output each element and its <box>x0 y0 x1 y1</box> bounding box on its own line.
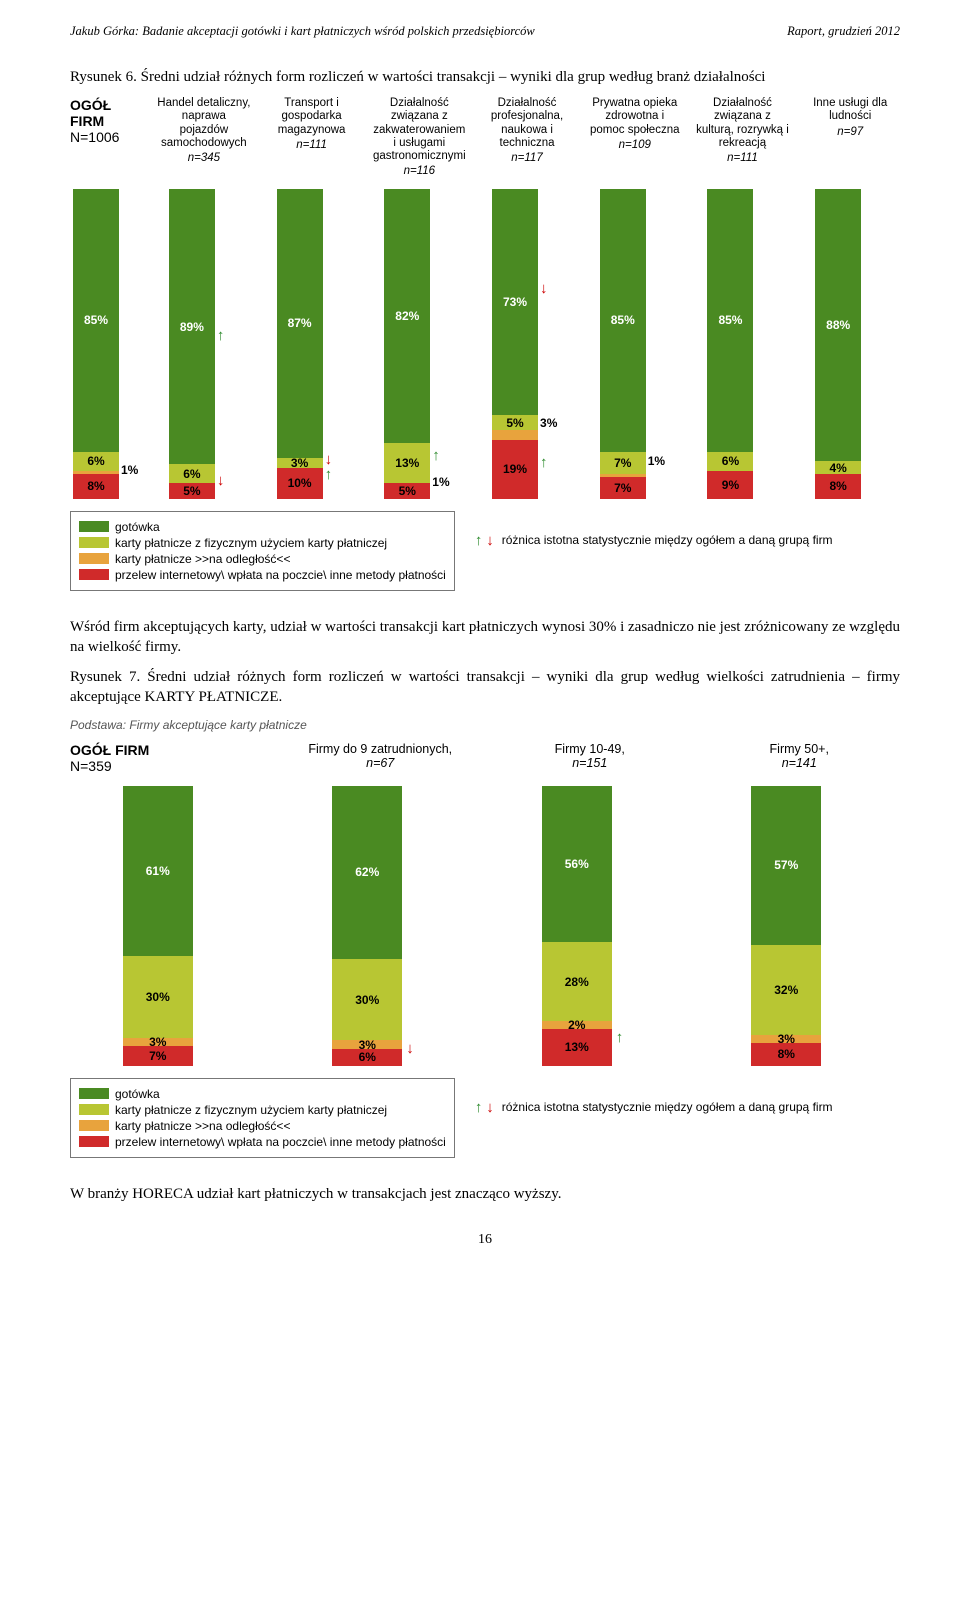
stacked-bar: 87%3%10% <box>277 189 323 499</box>
chart2-column-header: Firmy 10-49,n=151 <box>489 742 691 770</box>
stacked-bar: 88%4%8% <box>815 189 861 499</box>
legend-row: karty płatnicze z fizycznym użyciem kart… <box>79 1103 446 1117</box>
page-number: 16 <box>70 1232 900 1248</box>
legend-row: karty płatnicze z fizycznym użyciem kart… <box>79 536 446 550</box>
chart1-header: OGÓŁ FIRMN=1006Handel detaliczny, napraw… <box>70 97 900 178</box>
running-header: Jakub Górka: Badanie akceptacji gotówki … <box>70 24 900 39</box>
figure6-caption: Rysunek 6. Średni udział różnych form ro… <box>70 67 900 87</box>
chart2-header: OGÓŁ FIRMN=359Firmy do 9 zatrudnionych,n… <box>70 742 900 774</box>
stacked-bar: 56%28%2%13% <box>542 786 612 1066</box>
chart2-column-header: Firmy do 9 zatrudnionych,n=67 <box>280 742 482 770</box>
arrow-icons-2: ↑ ↓ <box>475 1100 494 1115</box>
legend-swatches-2: gotówka karty płatnicze z fizycznym użyci… <box>70 1078 455 1158</box>
legend-block: gotówka karty płatnicze z fizycznym użyci… <box>70 511 900 591</box>
legend-block-2: gotówka karty płatnicze z fizycznym użyci… <box>70 1078 900 1158</box>
stacked-bar: 82%13%5% <box>384 189 430 499</box>
mid-paragraph: Wśród firm akceptujących karty, udział w… <box>70 617 900 658</box>
stacked-bar: 62%30%3%6% <box>332 786 402 1066</box>
legend-note-2: ↑ ↓ różnica istotna statystycznie między… <box>475 1100 900 1115</box>
chart2-column-header: Firmy 50+,n=141 <box>699 742 901 770</box>
chart1-column-header: Inne usługi dla ludnościn=97 <box>800 97 900 139</box>
chart2-bars: 61%30%3%7%62%30%3%6%↓56%28%2%13%↑57%32%3… <box>70 786 900 1066</box>
legend-swatches: gotówka karty płatnicze z fizycznym użyci… <box>70 511 455 591</box>
chart1-column-header: Handel detaliczny, naprawa pojazdów samo… <box>154 97 254 165</box>
stacked-bar: 89%6%5% <box>169 189 215 499</box>
stacked-bar: 57%32%3%8% <box>751 786 821 1066</box>
chart1-column-header: Działalność związana z kulturą, rozrywką… <box>693 97 793 165</box>
stacked-bar: 85%6%8% <box>73 189 119 499</box>
stacked-bar: 61%30%3%7% <box>123 786 193 1066</box>
chart1-column-header: Transport i gospodarka magazynowan=111 <box>262 97 362 152</box>
chart1-column-header: Działalność profesjonalna, naukowa i tec… <box>477 97 577 165</box>
closing-paragraph: W branży HORECA udział kart płatniczych … <box>70 1184 900 1204</box>
header-left: Jakub Górka: Badanie akceptacji gotówki … <box>70 24 535 39</box>
chart1-column-header: Działalność związana z zakwaterowaniem i… <box>369 97 469 178</box>
stacked-bar: 73%5%19% <box>492 189 538 499</box>
chart1-column-header: Prywatna opieka zdrowotna i pomoc społec… <box>585 97 685 152</box>
legend-row: gotówka <box>79 1087 446 1101</box>
legend-note-text-2: różnica istotna statystycznie między ogó… <box>502 1100 833 1114</box>
legend-note-text: różnica istotna statystycznie między ogó… <box>502 533 833 547</box>
legend-row: karty płatnicze >>na odległość<< <box>79 1119 446 1133</box>
figure7-caption: Rysunek 7. Średni udział różnych form ro… <box>70 667 900 708</box>
stacked-bar: 85%7%7% <box>600 189 646 499</box>
chart1-bars: 85%6%8%1%89%6%5%↑↓87%3%10%↓↑82%13%5%↑1%7… <box>70 189 900 499</box>
chart2-basis: Podstawa: Firmy akceptujące karty płatni… <box>70 718 900 732</box>
legend-row: gotówka <box>79 520 446 534</box>
legend-row: przelew internetowy\ wpłata na poczcie\ … <box>79 1135 446 1149</box>
legend-note: ↑ ↓ różnica istotna statystycznie między… <box>475 533 900 548</box>
header-right: Raport, grudzień 2012 <box>787 24 900 39</box>
legend-row: karty płatnicze >>na odległość<< <box>79 552 446 566</box>
stacked-bar: 85%6%9% <box>707 189 753 499</box>
legend-row: przelew internetowy\ wpłata na poczcie\ … <box>79 568 446 582</box>
arrow-icons: ↑ ↓ <box>475 533 494 548</box>
